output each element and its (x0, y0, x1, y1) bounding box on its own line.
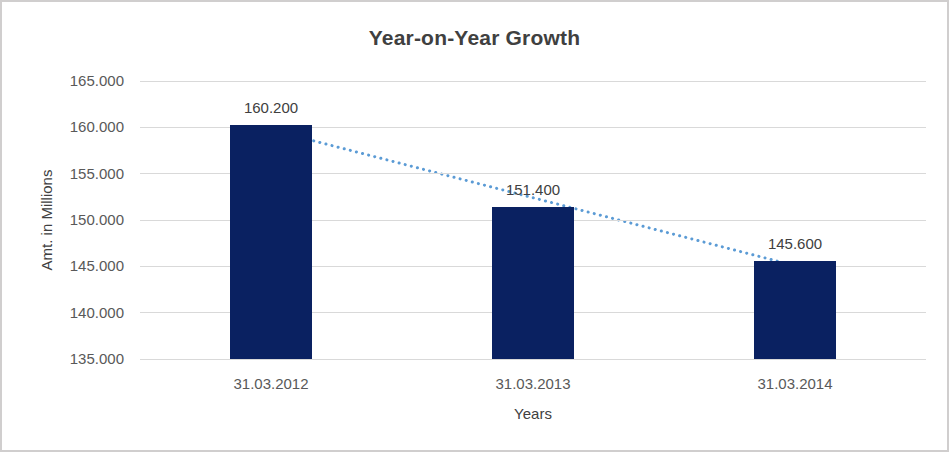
x-tick-label: 31.03.2013 (402, 375, 664, 393)
bar (230, 125, 312, 359)
x-tick-label: 31.03.2012 (140, 375, 402, 393)
gridline (140, 81, 926, 82)
bar-value-label: 151.400 (473, 181, 593, 199)
y-tick-label: 145.000 (2, 257, 124, 275)
y-tick-label: 155.000 (2, 165, 124, 183)
y-axis-tick-labels: 165.000160.000155.000150.000145.000140.0… (2, 81, 124, 359)
bar-value-label: 160.200 (211, 99, 331, 117)
y-tick-label: 150.000 (2, 211, 124, 229)
x-axis-tick-labels: 31.03.201231.03.201331.03.2014 (140, 375, 926, 395)
bar (754, 261, 836, 359)
y-tick-label: 160.000 (2, 118, 124, 136)
bar-value-label: 145.600 (735, 235, 855, 253)
y-tick-label: 135.000 (2, 350, 124, 368)
y-tick-label: 165.000 (2, 72, 124, 90)
x-tick-label: 31.03.2014 (664, 375, 926, 393)
x-axis-title: Years (140, 405, 926, 422)
chart-title: Year-on-Year Growth (2, 26, 947, 50)
chart-frame: Year-on-Year Growth Amt. in Millions 165… (0, 0, 949, 452)
plot-area: 160.200 151.400 145.600 (140, 81, 926, 359)
y-tick-label: 140.000 (2, 304, 124, 322)
bar (492, 207, 574, 359)
